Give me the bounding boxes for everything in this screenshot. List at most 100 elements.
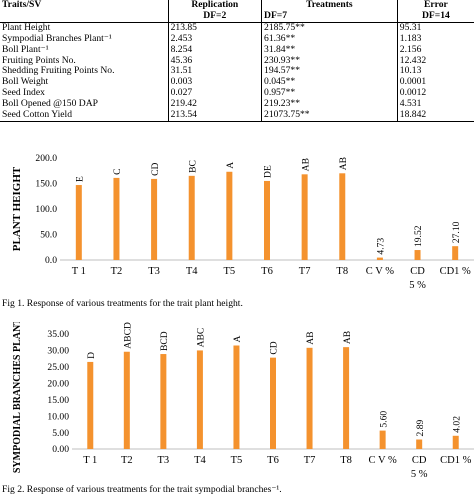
table-row: Fruiting Points No. 45.36 230.93** 12.432: [0, 54, 474, 67]
error-cell: 12.432: [396, 55, 474, 67]
bar: [414, 250, 421, 260]
x-tick-label: T3: [148, 266, 160, 277]
bar-data-label: AB: [342, 331, 353, 344]
x-tick-label: T3: [158, 455, 170, 466]
trait-name-cell: Seed Cotton Yield: [0, 109, 169, 122]
trait-name-cell: Boll Opened @150 DAP: [2, 98, 98, 110]
x-tick-label: T 1: [72, 266, 86, 277]
x-tick-label: CD 5 %: [409, 266, 426, 291]
bar: [233, 345, 240, 449]
bar: [87, 361, 94, 449]
x-tick-label: T8: [336, 266, 348, 277]
table-row: Boll Plant⁻¹ 8.254 31.84** 2.156: [0, 43, 474, 56]
bar: [301, 174, 308, 260]
x-tick-label: T4: [194, 455, 206, 466]
bar-data-label: CD: [269, 341, 280, 354]
y-tick-label: 0.00: [52, 444, 69, 455]
bar: [376, 257, 383, 260]
y-tick-label: 10.00: [47, 411, 69, 422]
bar-data-label: 5.60: [378, 411, 389, 428]
bar-data-label: BC: [187, 160, 198, 173]
x-tick-label: C V %: [366, 266, 394, 277]
bar: [339, 173, 346, 260]
treatments-cell: 31.84**: [261, 44, 398, 56]
y-tick-label: 20.00: [47, 378, 69, 389]
error-cell: 95.31: [396, 22, 474, 34]
bar-data-label: ABCD: [123, 322, 134, 349]
error-cell: 4.531: [396, 98, 474, 111]
x-tick-label: T6: [261, 266, 273, 277]
replication-cell: 2.453: [167, 33, 262, 45]
col-header-treatments: Treatments: [261, 0, 398, 11]
x-tick-label: T8: [340, 455, 352, 466]
x-tick-label: T2: [121, 455, 133, 466]
treatments-cell: 0.957**: [261, 87, 398, 100]
plant-height-chart: PLANT HEIGHT 0.0 50.0 100.0 150.0 200.0 E T 1 C T…: [11, 153, 474, 291]
error-cell: 18.842: [396, 109, 474, 122]
replication-cell: 31.51: [167, 66, 262, 78]
bar-data-label: 27.10: [451, 221, 462, 243]
error-cell: 1.183: [396, 33, 474, 45]
y-tick-label: 15.00: [47, 395, 69, 406]
treatments-cell: 2185.75**: [261, 22, 398, 34]
bar: [160, 354, 167, 449]
replication-cell: 213.85: [167, 22, 262, 34]
bar: [343, 347, 350, 449]
trait-name-cell: Boll Weight: [2, 76, 49, 88]
x-tick-label: T5: [224, 266, 236, 277]
bar: [306, 347, 313, 449]
replication-cell: 0.003: [167, 76, 262, 89]
trait-name-cell: Fruiting Points No.: [2, 54, 76, 66]
x-tick-label: T5: [231, 455, 243, 466]
bar-data-label: DE: [263, 165, 274, 178]
trait-name-cell: Seed Index: [2, 87, 45, 99]
bar: [416, 439, 423, 449]
bar-data-label: C: [112, 168, 123, 174]
df-treatments: DF=7: [261, 10, 398, 23]
replication-cell: 8.254: [167, 44, 262, 56]
col-header-replication: Replication: [167, 0, 262, 11]
x-tick-label: C V %: [369, 455, 397, 466]
bar-data-label: AB: [338, 157, 349, 170]
table-row: Plant Height 213.85 2185.75** 95.31: [0, 21, 474, 34]
treatments-cell: 61.36**: [261, 33, 398, 45]
bar: [452, 435, 459, 449]
x-tick-label: T 1: [83, 455, 97, 466]
error-cell: 10.13: [396, 66, 474, 78]
x-tick-label: T4: [186, 266, 198, 277]
bar: [270, 357, 276, 449]
bar: [226, 171, 233, 260]
bar-data-label: CD: [150, 163, 161, 176]
treatments-cell: 0.045**: [261, 76, 398, 89]
replication-cell: 45.36: [167, 55, 262, 67]
table-row: Shedding Fruiting Points No. 31.51 194.57*…: [0, 65, 474, 78]
trait-name-cell: Shedding Fruiting Points No.: [2, 65, 115, 77]
x-tick-label: CD1 %: [440, 266, 471, 277]
table-row: Boll Opened @150 DAP 219.42 219.23** 4.531: [0, 98, 474, 111]
y-tick-label: 100.0: [35, 204, 57, 215]
y-tick-label: 150.0: [35, 179, 57, 190]
bar-data-label: A: [225, 162, 236, 169]
trait-name-cell: Plant Height: [2, 21, 51, 33]
error-cell: 0.0001: [396, 76, 474, 89]
x-tick-label: T7: [299, 266, 311, 277]
df-replication: DF=2: [167, 10, 262, 23]
treatments-cell: 230.93**: [261, 55, 398, 67]
sympodial-branches-chart: SYMPODIAL BRANCHES PLANT⁻¹ 0.00 5.00 10.00 1…: [12, 322, 474, 480]
treatments-cell: 21073.75**: [261, 109, 398, 122]
replication-cell: 219.42: [167, 98, 262, 111]
x-tick-label: T7: [304, 455, 316, 466]
replication-cell: 213.54: [167, 109, 262, 122]
y-tick-label: 35.00: [47, 329, 69, 340]
y-tick-label: 25.00: [47, 362, 69, 373]
bar: [196, 350, 203, 449]
trait-name-cell: Boll Plant⁻¹: [2, 43, 49, 55]
error-cell: 0.0012: [396, 87, 474, 100]
table-header-row: Traits/SV Replication Treatments Error: [0, 0, 474, 11]
y-tick-label: 0.0: [45, 255, 57, 266]
y-tick-label: 50.0: [40, 230, 57, 241]
table-row: Seed Cotton Yield 213.54 21073.75** 18.842: [0, 109, 474, 122]
x-tick-label: T2: [111, 266, 123, 277]
fig1-caption: Fig 1. Response of various treatments fo…: [2, 298, 243, 309]
bar: [452, 246, 459, 260]
